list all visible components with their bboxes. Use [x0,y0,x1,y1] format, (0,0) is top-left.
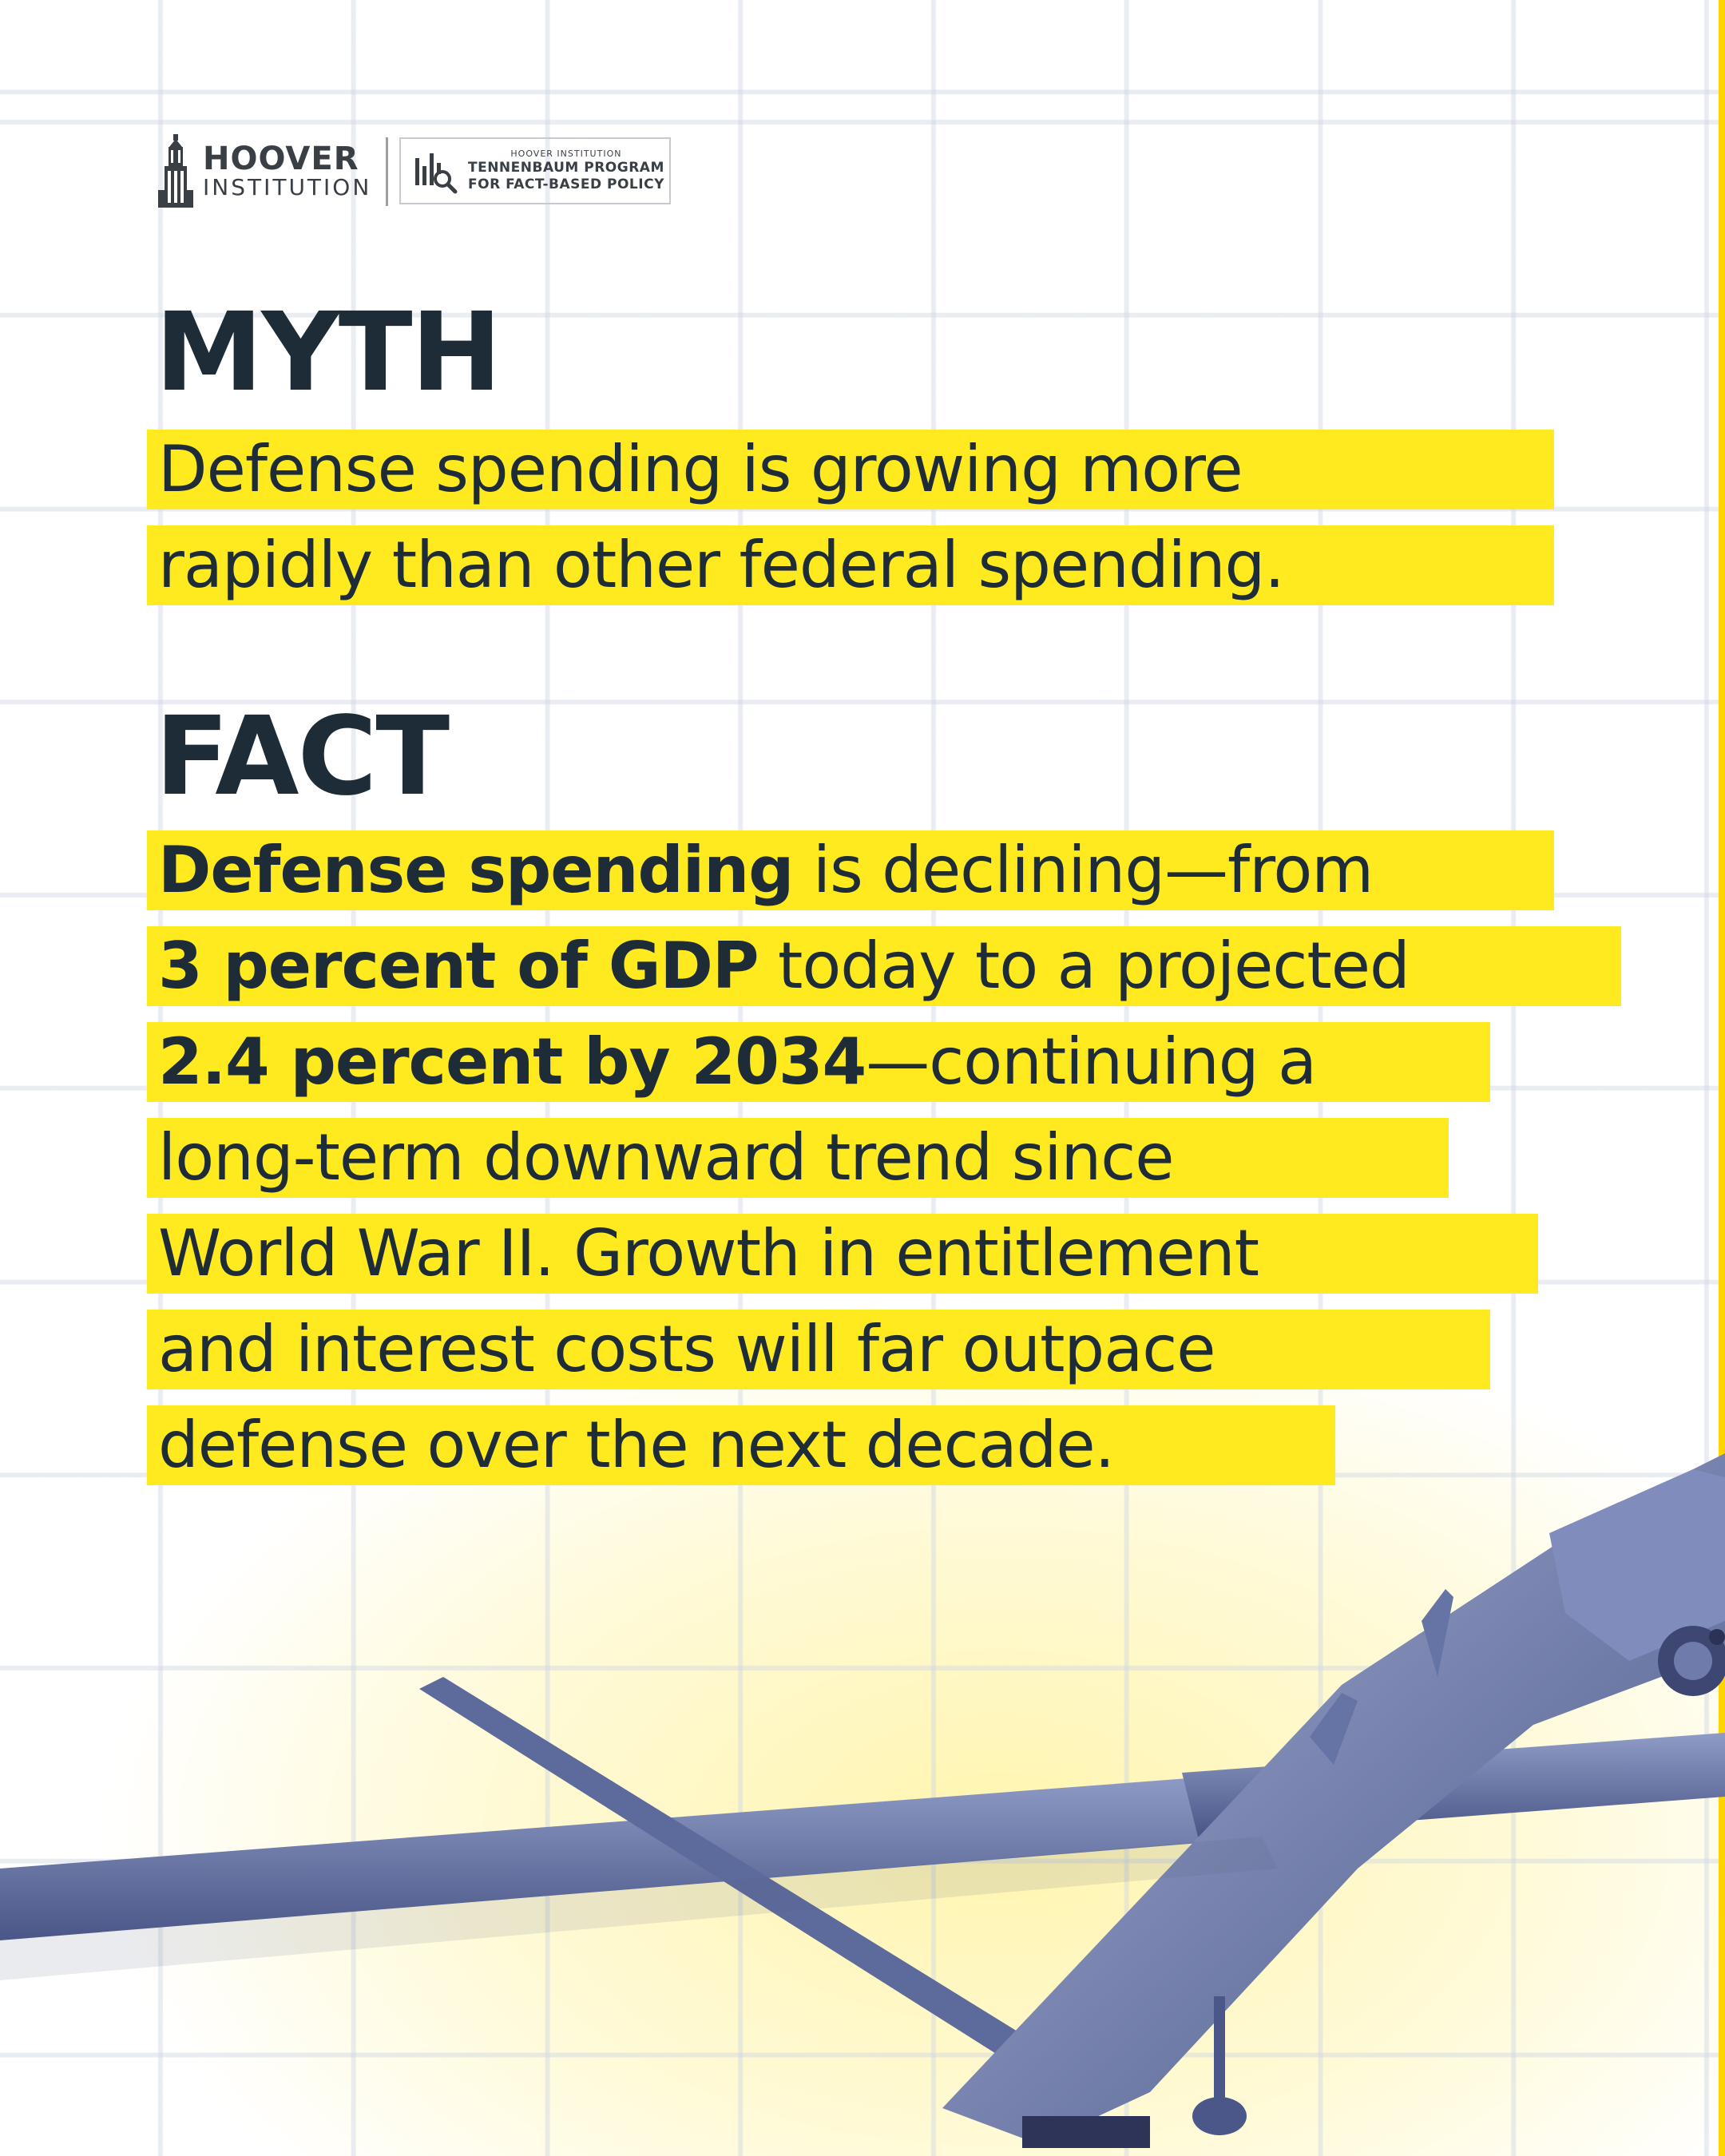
fact-text: today to a projected [758,929,1410,1003]
tennenbaum-logo: HOOVER INSTITUTION TENNENBAUM PROGRAM FO… [399,137,671,204]
fact-line: defense over the next decade. [147,1405,1335,1485]
fact-text: —continuing a [866,1024,1317,1099]
accent-stripe [1719,0,1725,2156]
fact-line: Defense spending is declining—from [147,830,1554,910]
myth-line: rapidly than other federal spending. [147,525,1554,605]
logo-divider [386,137,388,206]
fact-line: long-term downward trend since [147,1118,1449,1198]
program-small-label: HOOVER INSTITUTION [510,149,622,159]
myth-heading: MYTH [155,290,502,416]
hoover-logo: HOOVER INSTITUTION [158,134,371,208]
myth-line: Defense spending is growing more [147,430,1554,509]
fact-emphasis: 2.4 percent by 2034 [158,1024,866,1099]
hoover-wordmark: HOOVER [203,141,359,177]
drone-image [0,1453,1725,2148]
fact-emphasis: Defense spending [158,833,794,907]
institution-wordmark: INSTITUTION [203,174,372,200]
program-name: TENNENBAUM PROGRAM [468,160,664,176]
chart-search-icon [415,153,458,194]
hoover-tower-icon [158,134,193,208]
fact-line: and interest costs will far outpace [147,1310,1490,1389]
fact-line: 2.4 percent by 2034—continuing a [147,1022,1490,1102]
program-subtitle: FOR FACT-BASED POLICY [468,176,664,192]
fact-heading: FACT [155,694,450,820]
fact-line: World War II. Growth in entitlement [147,1214,1538,1294]
fact-line: 3 percent of GDP today to a projected [147,926,1621,1006]
fact-emphasis: 3 percent of GDP [158,929,759,1003]
fact-text: is declining—from [793,833,1374,907]
